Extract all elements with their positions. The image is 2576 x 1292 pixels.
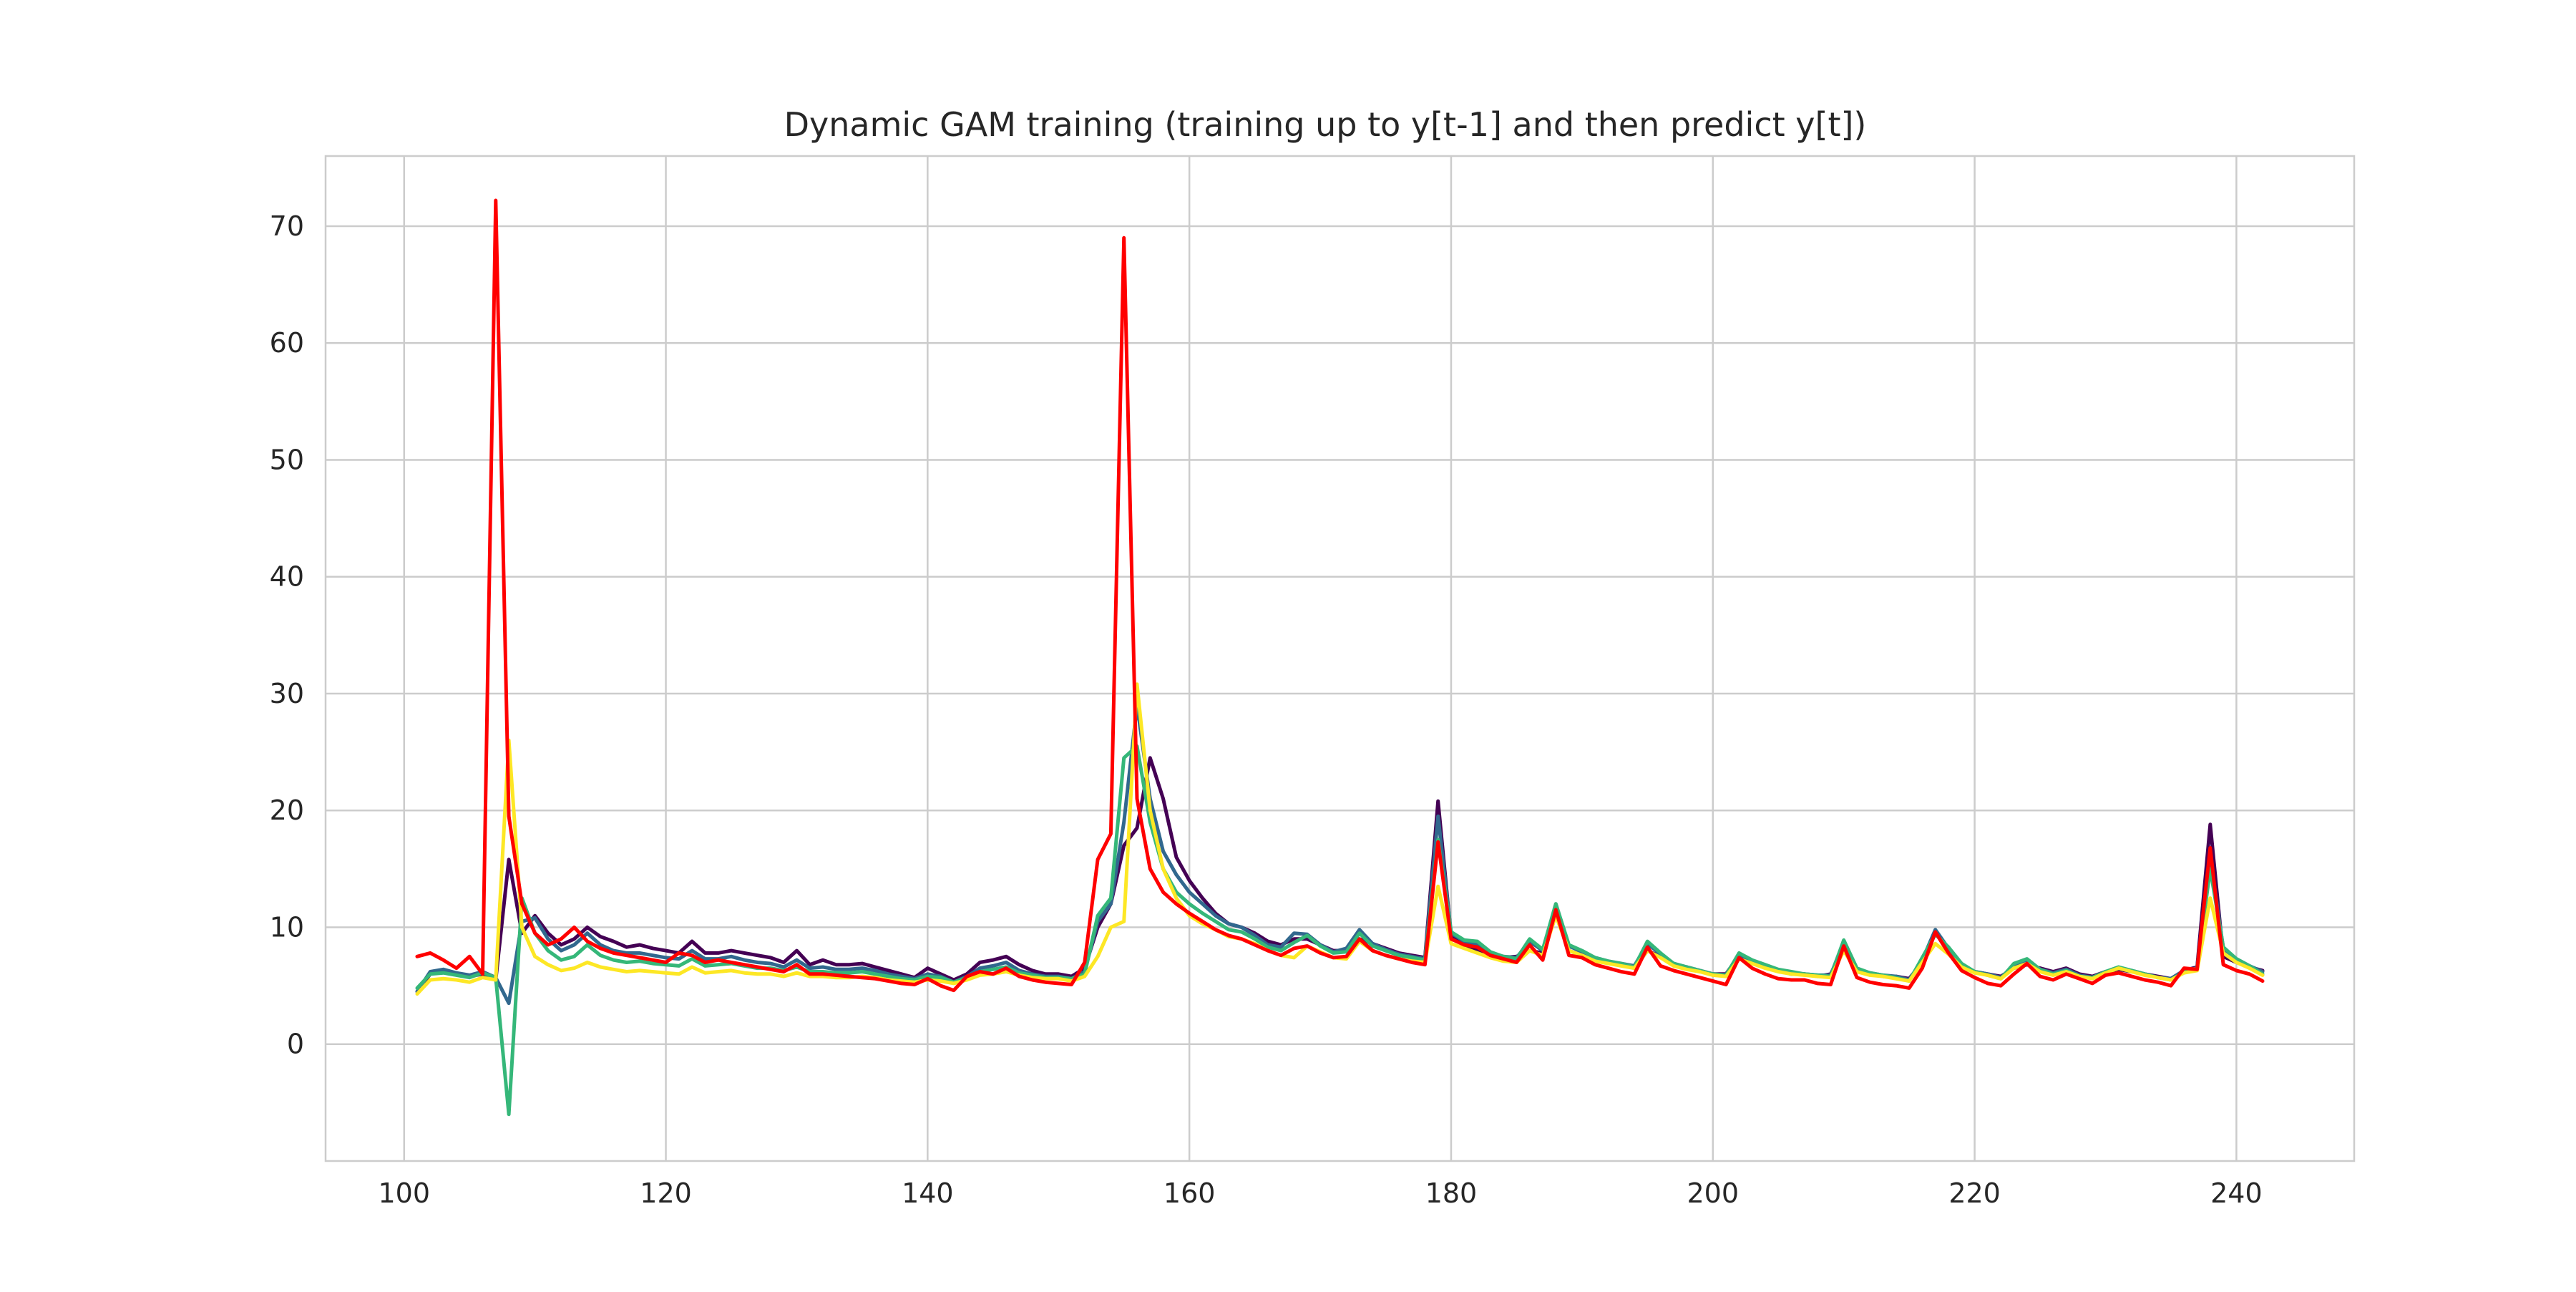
y-tick-label: 0 <box>287 1029 304 1060</box>
x-tick-label: 100 <box>378 1177 430 1209</box>
x-tick-label: 160 <box>1163 1177 1216 1209</box>
x-tick-label: 240 <box>2210 1177 2263 1209</box>
y-tick-label: 60 <box>270 327 304 359</box>
x-tick-label: 120 <box>640 1177 692 1209</box>
tick-layer: 100 120 140 160 180 200 220 240 0 10 20 30 40 50 60 70 <box>270 210 2263 1209</box>
x-tick-label: 180 <box>1425 1177 1478 1209</box>
series-line-5 <box>415 198 2265 993</box>
y-tick-label: 50 <box>270 444 304 475</box>
plot-frame <box>324 155 2356 1162</box>
y-tick-label: 40 <box>270 561 304 593</box>
x-tick-label: 140 <box>902 1177 954 1209</box>
x-tick-label: 220 <box>1948 1177 2001 1209</box>
y-tick-label: 30 <box>270 678 304 709</box>
series-line-3 <box>415 744 2265 1117</box>
chart-title: Dynamic GAM training (training up to y[t… <box>784 105 1867 144</box>
grid-layer <box>326 156 2354 1161</box>
y-tick-label: 10 <box>270 911 304 943</box>
series-layer <box>415 198 2265 1117</box>
x-tick-label: 200 <box>1687 1177 1740 1209</box>
y-tick-label: 20 <box>270 795 304 826</box>
y-tick-label: 70 <box>270 210 304 242</box>
